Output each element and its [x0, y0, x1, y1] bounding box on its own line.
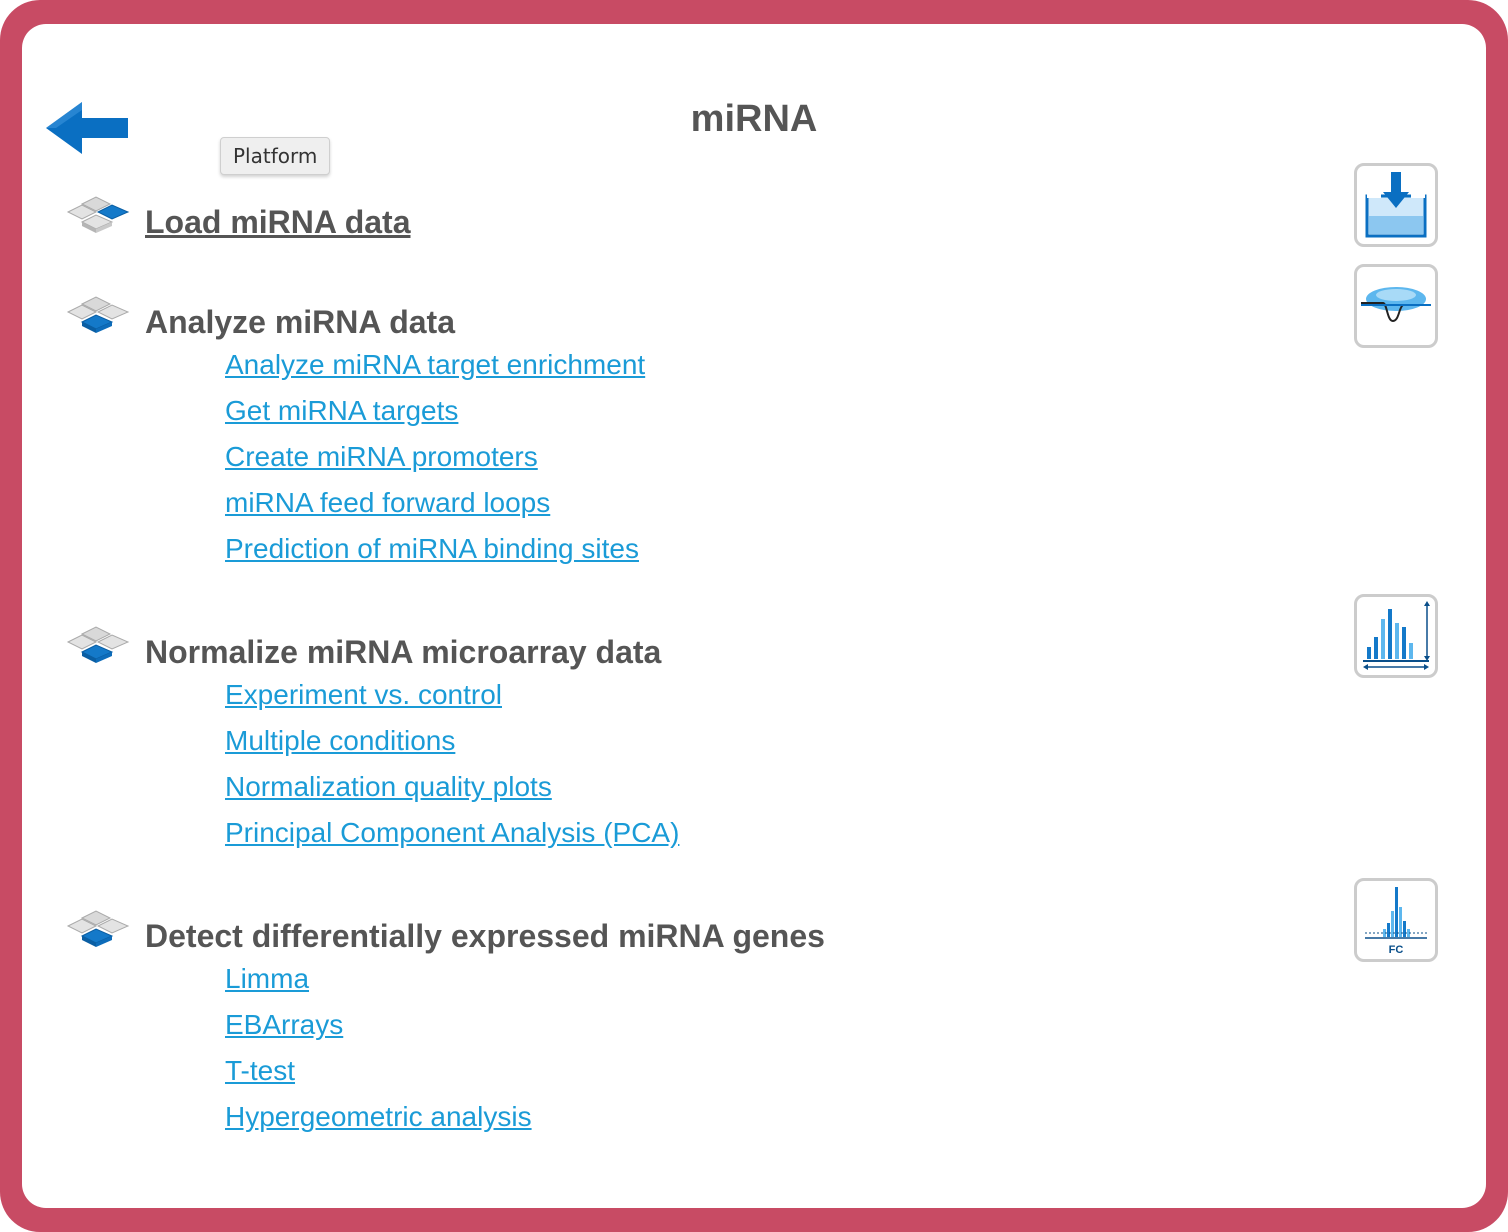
- list-item: EBArrays: [225, 1002, 532, 1048]
- binding-curve-icon: [1361, 287, 1431, 323]
- multiple-conditions-link[interactable]: Multiple conditions: [225, 725, 456, 756]
- list-item: Create miRNA promoters: [225, 434, 645, 480]
- detect-de-heading: Detect differentially expressed miRNA ge…: [145, 918, 825, 954]
- pca-link[interactable]: Principal Component Analysis (PCA): [225, 817, 680, 848]
- t-test-link[interactable]: T-test: [225, 1055, 296, 1086]
- normalize-tool-button[interactable]: [1354, 594, 1438, 678]
- list-item: Experiment vs. control: [225, 672, 679, 718]
- ebarrays-link[interactable]: EBArrays: [225, 1009, 344, 1040]
- platform-tooltip: Platform: [220, 137, 331, 175]
- list-item: Multiple conditions: [225, 718, 679, 764]
- normalization-quality-plots-link[interactable]: Normalization quality plots: [225, 771, 552, 802]
- feed-forward-loops-link[interactable]: miRNA feed forward loops: [225, 487, 551, 518]
- detect-de-links: Limma EBArrays T-test Hypergeometric ana…: [225, 956, 532, 1140]
- list-item: Normalization quality plots: [225, 764, 679, 810]
- workflow-blocks-icon: [66, 192, 130, 240]
- main-panel: miRNA Platform Load miRNA data: [22, 24, 1486, 1208]
- workflow-blocks-icon: [66, 292, 130, 340]
- list-item: miRNA feed forward loops: [225, 480, 645, 526]
- analyze-target-enrichment-link[interactable]: Analyze miRNA target enrichment: [225, 349, 646, 380]
- workflow-blocks-icon: [66, 906, 130, 954]
- list-item: Principal Component Analysis (PCA): [225, 810, 679, 856]
- analyze-mirna-heading: Analyze miRNA data: [145, 304, 455, 340]
- list-item: Hypergeometric analysis: [225, 1094, 532, 1140]
- load-data-button[interactable]: [1354, 163, 1438, 247]
- normalization-histogram-icon: [1363, 601, 1430, 670]
- limma-link[interactable]: Limma: [225, 963, 310, 994]
- normalize-links: Experiment vs. control Multiple conditio…: [225, 672, 679, 856]
- page-title: miRNA: [690, 98, 818, 140]
- list-item: Prediction of miRNA binding sites: [225, 526, 645, 572]
- binding-sites-prediction-link[interactable]: Prediction of miRNA binding sites: [225, 533, 639, 564]
- fold-change-icon: FC: [1365, 887, 1427, 956]
- hypergeometric-analysis-link[interactable]: Hypergeometric analysis: [225, 1101, 532, 1132]
- create-mirna-promoters-link[interactable]: Create miRNA promoters: [225, 441, 538, 472]
- list-item: Limma: [225, 956, 532, 1002]
- back-arrow-icon[interactable]: [44, 98, 132, 162]
- list-item: Get miRNA targets: [225, 388, 645, 434]
- normalize-heading: Normalize miRNA microarray data: [145, 634, 662, 670]
- detect-de-tool-button[interactable]: FC: [1354, 878, 1438, 962]
- analyze-links: Analyze miRNA target enrichment Get miRN…: [225, 342, 645, 572]
- analyze-tool-button[interactable]: [1354, 264, 1438, 348]
- workflow-blocks-icon: [66, 622, 130, 670]
- list-item: Analyze miRNA target enrichment: [225, 342, 645, 388]
- load-mirna-data-link[interactable]: Load miRNA data: [145, 204, 411, 240]
- get-mirna-targets-link[interactable]: Get miRNA targets: [225, 395, 459, 426]
- fold-change-label: FC: [1389, 944, 1404, 956]
- list-item: T-test: [225, 1048, 532, 1094]
- experiment-vs-control-link[interactable]: Experiment vs. control: [225, 679, 502, 710]
- load-data-icon: [1365, 172, 1427, 238]
